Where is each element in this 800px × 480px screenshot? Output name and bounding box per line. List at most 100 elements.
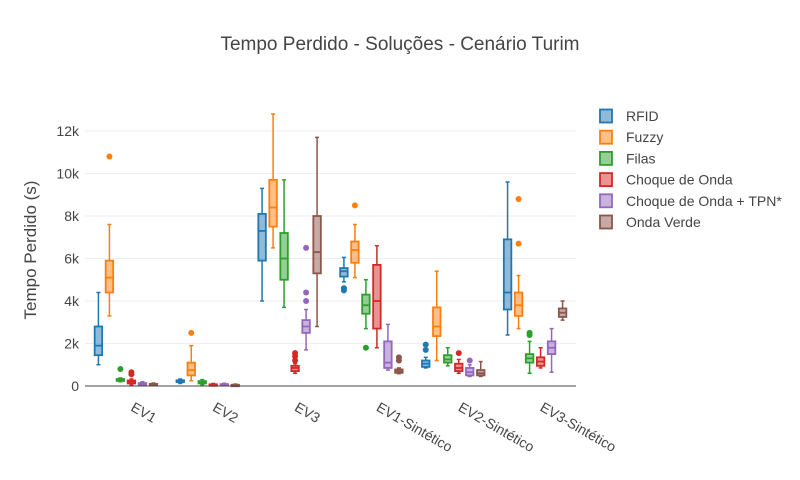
y-tick-label: 2k (64, 336, 80, 352)
box-filas-ev3[interactable] (279, 179, 289, 309)
box-fuzzy-ev3-sint-tico[interactable] (513, 196, 524, 330)
box-iqr (339, 267, 349, 278)
box-choque-de-onda-tpn--ev1[interactable] (137, 381, 148, 387)
box-rfid-ev3-sint-tico[interactable] (502, 181, 513, 336)
outlier-point (128, 369, 135, 376)
box-choque-de-onda-ev1[interactable] (126, 369, 137, 386)
box-iqr (513, 291, 524, 317)
box-onda-verde-ev1-sint-tico[interactable] (394, 354, 404, 375)
box-onda-verde-ev3[interactable] (312, 136, 322, 328)
legend-label: Onda Verde (626, 214, 701, 230)
box-rfid-ev2-sint-tico[interactable] (421, 341, 431, 369)
y-tick-label: 0 (71, 378, 79, 394)
box-iqr (257, 212, 267, 262)
legend-item[interactable]: RFID (599, 108, 659, 124)
box-onda-verde-ev3-sint-tico[interactable] (557, 300, 568, 321)
box-fuzzy-ev3[interactable] (268, 113, 278, 249)
box-iqr (93, 325, 104, 357)
box-choque-de-onda-tpn--ev2[interactable] (219, 382, 229, 387)
outlier-point (362, 344, 369, 351)
box-iqr (372, 263, 382, 330)
legend-item[interactable]: Fuzzy (599, 129, 663, 145)
box-iqr (312, 215, 322, 275)
legend-label: Filas (626, 150, 656, 166)
box-fuzzy-ev1-sint-tico[interactable] (350, 202, 360, 279)
box-iqr (186, 361, 196, 377)
outlier-point (106, 153, 113, 160)
box-onda-verde-ev1[interactable] (148, 382, 159, 387)
box-choque-de-onda-ev1-sint-tico[interactable] (372, 245, 382, 349)
box-filas-ev2[interactable] (197, 378, 207, 386)
box-iqr (268, 178, 278, 228)
box-choque-de-onda-tpn--ev1-sint-tico[interactable] (383, 323, 393, 371)
box-iqr (279, 232, 289, 281)
outlier-point (303, 244, 310, 251)
legend-item[interactable]: Filas (599, 150, 656, 166)
box-onda-verde-ev2-sint-tico[interactable] (476, 360, 486, 378)
box-filas-ev1[interactable] (115, 366, 126, 383)
outlier-point (303, 298, 310, 304)
outlier-point (422, 346, 429, 353)
legend-swatch (599, 214, 613, 230)
legend-label: Choque de Onda (626, 172, 733, 188)
outlier-point (303, 289, 310, 296)
y-tick-labels: 0 2k 4k 6k 8k 10k 12k (56, 123, 80, 394)
plot-area (93, 113, 568, 388)
outlier-point (395, 354, 402, 361)
legend-swatch (599, 172, 613, 188)
box-choque-de-onda-ev3[interactable] (290, 350, 300, 374)
outlier-point (117, 366, 124, 372)
outlier-point (292, 357, 299, 364)
outlier-point (466, 357, 473, 364)
box-fuzzy-ev2-sint-tico[interactable] (432, 270, 442, 362)
legend-swatch (599, 150, 613, 166)
box-fuzzy-ev2[interactable] (186, 329, 196, 382)
box-choque-de-onda-tpn--ev3-sint-tico[interactable] (546, 327, 557, 373)
legend[interactable]: RFID Fuzzy Filas Choque de Onda Choque de On… (599, 108, 782, 230)
box-iqr (432, 306, 442, 337)
y-gridlines (85, 130, 576, 344)
outlier-point (526, 329, 533, 336)
legend-item[interactable]: Onda Verde (599, 214, 701, 230)
y-tick-label: 6k (64, 251, 80, 267)
legend-item[interactable]: Choque de Onda (599, 172, 733, 188)
chart-title: Tempo Perdido - Soluções - Cenário Turim (220, 34, 579, 55)
legend-label: RFID (626, 108, 659, 124)
box-choque-de-onda-tpn--ev3[interactable] (301, 244, 311, 351)
box-choque-de-onda-ev2-sint-tico[interactable] (454, 350, 464, 374)
outlier-point (422, 341, 429, 348)
legend-swatch (599, 193, 613, 209)
box-filas-ev1-sint-tico[interactable] (361, 279, 371, 351)
box-filas-ev2-sint-tico[interactable] (443, 347, 453, 367)
box-rfid-ev3[interactable] (257, 187, 267, 302)
box-choque-de-onda-ev2[interactable] (208, 382, 218, 387)
box-rfid-ev1[interactable] (93, 291, 104, 366)
box-choque-de-onda-tpn--ev2-sint-tico[interactable] (465, 357, 475, 378)
box-choque-de-onda-ev3-sint-tico[interactable] (535, 347, 546, 369)
box-filas-ev3-sint-tico[interactable] (524, 329, 535, 374)
box-iqr (502, 238, 513, 311)
outlier-point (292, 350, 299, 357)
box-rfid-ev2[interactable] (175, 378, 185, 385)
legend-item[interactable]: Choque de Onda + TPN* (599, 193, 782, 209)
box-iqr (350, 240, 360, 264)
outlier-point (340, 285, 347, 292)
outlier-point (351, 202, 358, 209)
outlier-point (515, 196, 522, 202)
y-tick-label: 12k (56, 123, 80, 139)
box-fuzzy-ev1[interactable] (104, 153, 115, 317)
outlier-point (515, 240, 522, 247)
box-iqr (361, 293, 371, 315)
y-tick-label: 4k (64, 293, 80, 309)
legend-swatch (599, 129, 613, 145)
legend-label: Fuzzy (626, 129, 663, 145)
box-rfid-ev1-sint-tico[interactable] (339, 256, 349, 294)
box-iqr (104, 259, 115, 294)
y-tick-label: 8k (64, 208, 80, 224)
legend-label: Choque de Onda + TPN* (626, 193, 782, 209)
y-axis-title: Tempo Perdido (s) (21, 181, 40, 320)
outlier-point (188, 329, 195, 336)
outlier-point (455, 350, 462, 357)
